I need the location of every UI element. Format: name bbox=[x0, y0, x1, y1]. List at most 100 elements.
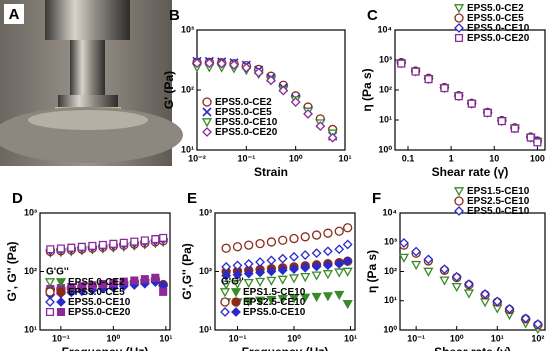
plot-frame bbox=[399, 212, 546, 331]
x-tick-label: 10⁰ bbox=[450, 333, 464, 343]
y-tick-label: 10² bbox=[199, 266, 212, 276]
marker bbox=[289, 251, 299, 262]
marker bbox=[334, 258, 345, 269]
y-tick-label: 10³ bbox=[384, 237, 397, 247]
x-tick-label: 10⁰ bbox=[287, 333, 301, 343]
legend-label: EPS1.5-CE10 bbox=[467, 186, 530, 197]
legend-label: EPS5.0-CE2 bbox=[467, 3, 524, 14]
marker bbox=[322, 246, 333, 257]
marker bbox=[277, 295, 288, 305]
y-axis-title: η (Pa s) bbox=[365, 250, 379, 293]
marker bbox=[98, 240, 107, 249]
legend-label: EPS5.0-CE20 bbox=[215, 127, 278, 138]
y-tick-label: 10¹ bbox=[379, 114, 392, 124]
marker bbox=[254, 296, 266, 306]
legend-marker bbox=[231, 297, 241, 307]
marker bbox=[266, 237, 277, 247]
y-tick-label: 10⁴ bbox=[378, 24, 392, 34]
marker bbox=[221, 270, 232, 281]
marker bbox=[423, 254, 434, 265]
marker bbox=[151, 235, 160, 244]
y-tick-label: 10¹ bbox=[181, 144, 194, 154]
marker bbox=[311, 271, 322, 281]
marker bbox=[300, 262, 311, 273]
marker bbox=[77, 242, 86, 251]
y-tick-label: 10¹ bbox=[384, 295, 397, 305]
marker bbox=[397, 59, 406, 68]
panel-label-box bbox=[4, 4, 24, 24]
marker bbox=[140, 275, 149, 284]
marker bbox=[204, 58, 215, 69]
marker bbox=[454, 92, 463, 101]
legend-marker bbox=[56, 297, 66, 307]
rheometer-head bbox=[45, 0, 130, 40]
legend-label: EPS5.0-CE10 bbox=[243, 307, 306, 318]
marker bbox=[243, 268, 254, 279]
marker bbox=[464, 279, 474, 290]
plot-frame bbox=[394, 29, 546, 151]
marker bbox=[221, 243, 231, 253]
marker bbox=[232, 279, 243, 289]
marker bbox=[497, 117, 506, 126]
x-axis-title: Frequency (Hz) bbox=[242, 345, 329, 351]
marker bbox=[533, 138, 542, 147]
marker bbox=[303, 108, 313, 119]
legend-label: EPS5.0-CE5 bbox=[68, 287, 125, 298]
x-tick-label: 10¹ bbox=[338, 153, 351, 163]
marker bbox=[492, 296, 503, 307]
legend-label: EPS5.0-CE20 bbox=[68, 307, 131, 318]
legend-label: EPS5.0-CE10 bbox=[68, 297, 131, 308]
marker bbox=[483, 108, 492, 117]
marker bbox=[311, 292, 322, 303]
marker bbox=[277, 265, 288, 276]
marker bbox=[411, 260, 422, 271]
marker bbox=[334, 244, 345, 255]
marker bbox=[216, 58, 227, 69]
marker bbox=[526, 133, 535, 142]
marker bbox=[232, 242, 243, 252]
marker bbox=[288, 274, 300, 284]
legend-marker bbox=[202, 107, 212, 117]
marker bbox=[300, 250, 311, 260]
y-tick-label: 10³ bbox=[379, 54, 392, 64]
rheometer-shaft bbox=[70, 40, 105, 100]
marker bbox=[424, 75, 433, 84]
marker bbox=[398, 253, 410, 263]
base-stage bbox=[28, 110, 148, 130]
y-tick-label: 10¹ bbox=[199, 324, 212, 334]
legend-marker bbox=[454, 33, 464, 43]
legend-label: EPS2.5-CE10 bbox=[243, 297, 306, 308]
marker bbox=[520, 313, 531, 324]
legend-label: EPS5.0-CE10 bbox=[467, 206, 530, 217]
x-tick-label: 10² bbox=[531, 333, 544, 343]
marker bbox=[98, 280, 107, 289]
x-tick-label: 1 bbox=[449, 153, 454, 163]
marker bbox=[255, 267, 265, 278]
marker bbox=[221, 280, 232, 290]
legend-label: EPS5.0-CE20 bbox=[467, 33, 530, 44]
legend-marker bbox=[202, 127, 212, 137]
marker bbox=[439, 264, 450, 275]
legend-label: EPS1.5-CE10 bbox=[243, 287, 306, 298]
marker bbox=[311, 248, 322, 259]
y-tick-label: 10⁰ bbox=[383, 324, 397, 334]
legend-marker bbox=[454, 206, 464, 216]
marker bbox=[532, 319, 543, 329]
marker bbox=[244, 240, 254, 250]
legend-marker bbox=[454, 13, 464, 23]
legend-label: EPS5.0-CE2 bbox=[68, 277, 125, 288]
marker bbox=[342, 267, 353, 277]
marker bbox=[119, 277, 128, 286]
marker bbox=[277, 275, 288, 285]
x-tick-label: 10⁻¹ bbox=[52, 333, 70, 343]
marker bbox=[140, 236, 149, 245]
marker bbox=[229, 59, 239, 70]
legend-label: EPS2.5-CE10 bbox=[467, 196, 530, 207]
marker bbox=[439, 276, 450, 286]
panel-label: D bbox=[12, 190, 23, 207]
marker bbox=[119, 238, 128, 247]
panel-label: F bbox=[372, 190, 381, 207]
legend-label: EPS5.0-CE2 bbox=[215, 97, 272, 108]
legend-marker bbox=[454, 196, 464, 206]
